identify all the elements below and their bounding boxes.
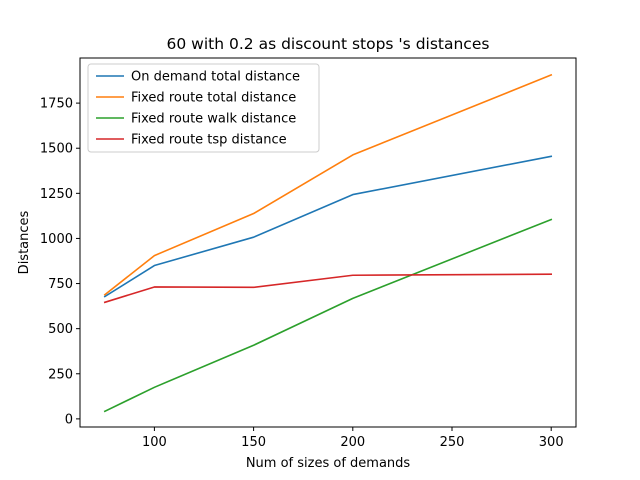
y-axis: 0 250 500 750 1000 1250 1500 1750 bbox=[40, 97, 80, 427]
x-tick-label: 150 bbox=[241, 435, 266, 450]
y-tick-label: 500 bbox=[48, 322, 73, 337]
x-axis-label: Num of sizes of demands bbox=[246, 456, 411, 471]
x-tick-label: 250 bbox=[440, 435, 465, 450]
legend-label-4: Fixed route tsp distance bbox=[131, 133, 287, 148]
y-tick-label: 1500 bbox=[40, 142, 73, 157]
axes-frame bbox=[79, 57, 577, 428]
y-tick-label: 1250 bbox=[40, 187, 73, 202]
y-tick-label: 1000 bbox=[40, 232, 73, 247]
legend: On demand total distance Fixed route tota… bbox=[87, 63, 320, 153]
y-tick-label: 250 bbox=[48, 367, 73, 382]
legend-label-2: Fixed route total distance bbox=[131, 91, 296, 106]
plot-area bbox=[103, 73, 553, 413]
y-axis-label: Distances bbox=[17, 210, 32, 274]
legend-label-1: On demand total distance bbox=[131, 70, 300, 85]
y-tick-label: 750 bbox=[48, 277, 73, 292]
x-tick-label: 200 bbox=[340, 435, 365, 450]
legend-label-3: Fixed route walk distance bbox=[131, 112, 296, 127]
x-tick-label: 100 bbox=[142, 435, 167, 450]
y-tick-label: 1750 bbox=[40, 97, 73, 112]
chart-title: 60 with 0.2 as discount stops 's distanc… bbox=[167, 35, 490, 53]
y-tick-label: 0 bbox=[65, 412, 73, 427]
x-tick-label: 300 bbox=[539, 435, 564, 450]
x-axis: 100 150 200 250 300 bbox=[142, 427, 564, 450]
legend-box bbox=[87, 63, 320, 153]
